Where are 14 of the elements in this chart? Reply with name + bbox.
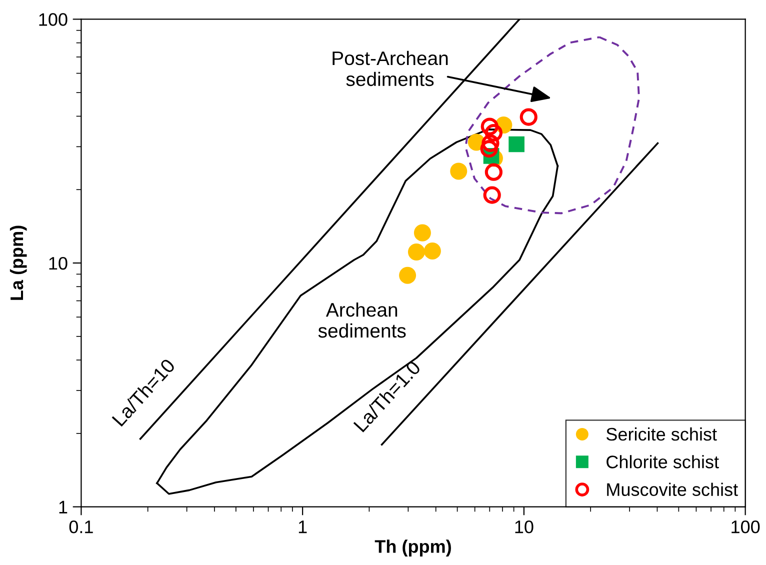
x-tick-label: 10 — [515, 520, 534, 534]
annotation: Post-Archean sediments — [332, 50, 448, 86]
y-tick-label: 10 — [49, 256, 68, 270]
y-axis-title: La (ppm) — [10, 226, 27, 300]
x-axis-title: Th (ppm) — [374, 540, 451, 556]
y-tick-label: 1 — [59, 500, 68, 514]
legend-label: Muscovite schist — [607, 482, 738, 496]
x-tick-label: 100 — [732, 520, 760, 534]
annotation: Archean sediments — [318, 302, 406, 338]
x-tick-label: 1 — [298, 520, 307, 534]
legend-label: Chlorite schist — [606, 455, 719, 468]
x-tick-label: 0.1 — [69, 520, 93, 534]
y-tick-label: 100 — [39, 13, 68, 26]
legend-label: Sericite schist — [606, 427, 717, 441]
